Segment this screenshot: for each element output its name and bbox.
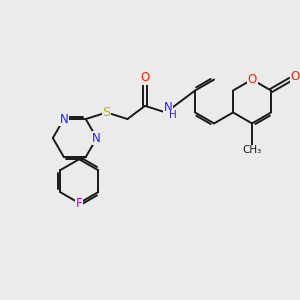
Text: H: H (169, 110, 177, 120)
Text: F: F (76, 196, 83, 210)
Text: N: N (92, 131, 101, 145)
Text: S: S (103, 106, 111, 119)
Text: O: O (140, 71, 150, 85)
Text: O: O (248, 73, 257, 86)
Text: O: O (291, 70, 300, 83)
Text: CH₃: CH₃ (242, 145, 262, 155)
Text: N: N (59, 112, 68, 125)
Text: N: N (164, 101, 172, 114)
